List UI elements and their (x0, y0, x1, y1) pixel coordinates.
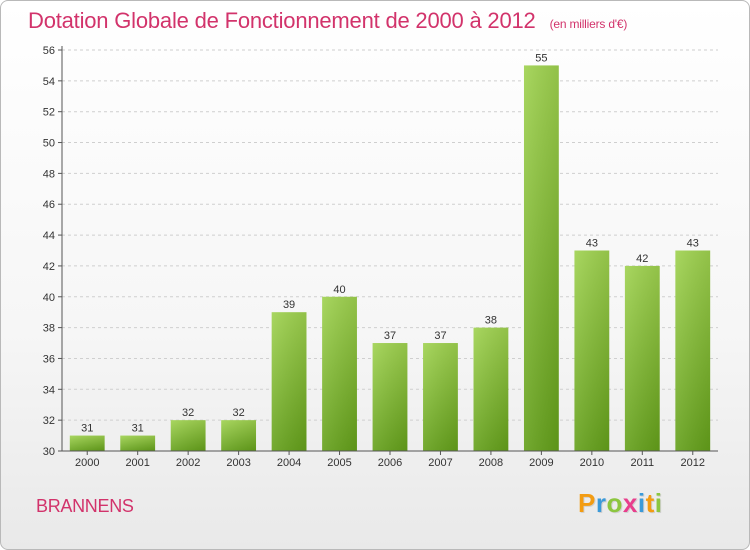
bar-value-label: 40 (333, 284, 345, 296)
bar-shade (574, 250, 610, 451)
bar-shade (523, 65, 559, 451)
y-tick-label: 50 (43, 138, 55, 150)
y-tick-label: 44 (43, 230, 55, 242)
bars: 31 31 32 32 39 40 37 37 38 55 43 42 43 (69, 52, 711, 451)
bar-shade (120, 435, 156, 451)
y-tick-label: 30 (43, 446, 55, 458)
y-tick-label: 54 (43, 76, 55, 88)
bar-value-label: 42 (636, 253, 648, 265)
bar-value-label: 39 (283, 299, 295, 311)
bar-value-label: 32 (182, 407, 194, 419)
y-tick-label: 52 (43, 107, 55, 119)
x-tick-label: 2001 (125, 457, 149, 469)
bar-shade (423, 343, 458, 451)
y-tick-label: 56 (43, 45, 55, 57)
bar-shade (675, 250, 711, 451)
y-tick-label: 48 (43, 168, 55, 180)
logo-letter: i (637, 488, 646, 518)
logo-letter: x (622, 488, 638, 518)
y-tick-label: 38 (43, 323, 55, 335)
bar-value-label: 43 (687, 238, 699, 250)
x-tick-label: 2005 (327, 457, 351, 469)
bar-value-label: 38 (485, 315, 497, 327)
chart-title-text: Dotation Globale de Fonctionnement de 20… (28, 8, 536, 33)
bar-value-label: 43 (586, 238, 598, 250)
logo-letter: i (654, 488, 663, 518)
bar-shade (372, 343, 408, 451)
chart-title: Dotation Globale de Fonctionnement de 20… (28, 8, 627, 34)
y-tick-label: 34 (43, 384, 55, 396)
y-tick-label: 40 (43, 292, 55, 304)
bar-shade (271, 312, 307, 451)
x-tick-label: 2006 (378, 457, 402, 469)
bar-shade (624, 265, 660, 451)
bar-value-label: 31 (81, 423, 93, 435)
y-tick-label: 42 (43, 261, 55, 273)
bar-shade (473, 327, 509, 451)
y-tick-label: 32 (43, 415, 55, 427)
x-tick-label: 2007 (428, 457, 452, 469)
bar-value-label: 31 (132, 423, 144, 435)
bar-value-label: 55 (535, 52, 547, 64)
y-axis: 30 32 34 36 38 40 42 44 46 48 50 52 54 56 (43, 45, 63, 458)
logo-letter: o (606, 488, 623, 518)
y-tick-label: 46 (43, 199, 55, 211)
chart-subtitle: (en milliers d'€) (549, 17, 628, 31)
x-tick-label: 2003 (226, 457, 250, 469)
bar-value-label: 37 (434, 330, 446, 342)
y-tick-label: 36 (43, 353, 55, 365)
logo-letter: r (595, 488, 607, 518)
bar-shade (322, 296, 357, 451)
x-tick-label: 2004 (277, 457, 301, 469)
x-tick-label: 2011 (630, 457, 654, 469)
commune-name: BRANNENS (36, 496, 134, 516)
bar-shade (69, 435, 105, 451)
logo-letter: t (645, 488, 655, 518)
x-tick-label: 2012 (681, 457, 705, 469)
bar-value-label: 37 (384, 330, 396, 342)
bar-shade (221, 420, 257, 451)
bar-shade (170, 420, 206, 451)
x-tick-label: 2008 (479, 457, 503, 469)
x-tick-label: 2009 (529, 457, 553, 469)
bar-value-label: 32 (232, 407, 244, 419)
logo-letter: P (578, 488, 596, 518)
proxiti-logo: Proxiti (578, 488, 662, 519)
x-tick-label: 2000 (75, 457, 99, 469)
x-tick-label: 2002 (176, 457, 200, 469)
x-tick-label: 2010 (580, 457, 604, 469)
x-axis: 2000 2001 2002 2003 2004 2005 2006 2007 2008 2009… (62, 450, 718, 469)
